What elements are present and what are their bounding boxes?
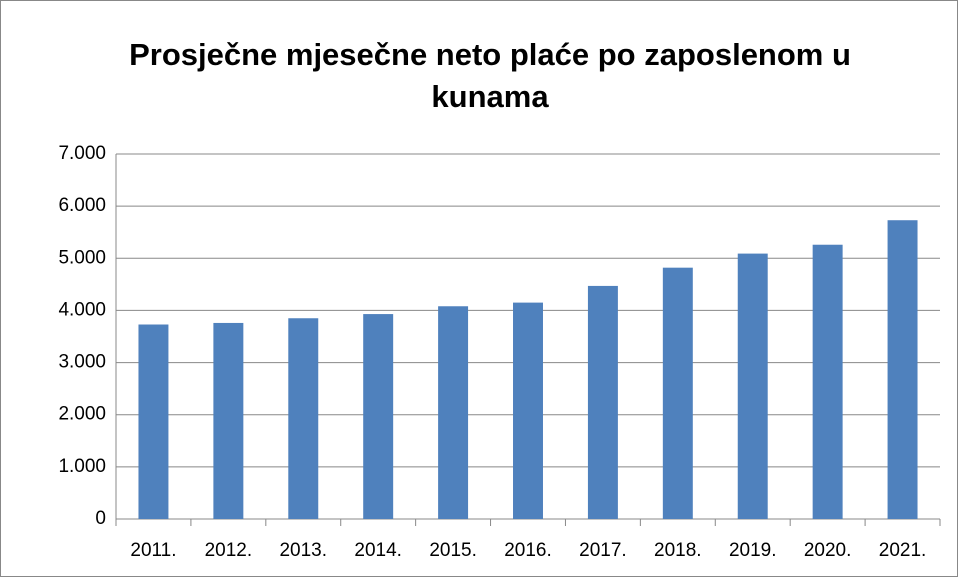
bar xyxy=(737,253,768,520)
bar xyxy=(887,220,918,519)
bar xyxy=(587,285,618,519)
x-tick-label: 2012. xyxy=(205,540,253,561)
bar xyxy=(138,324,169,519)
x-tick-label: 2018. xyxy=(654,540,702,561)
y-tick-label: 0 xyxy=(95,508,106,529)
x-tick-label: 2017. xyxy=(579,540,627,561)
x-tick-label: 2021. xyxy=(879,540,927,561)
y-tick-label: 7.000 xyxy=(58,143,106,164)
x-tick-label: 2020. xyxy=(804,540,852,561)
y-tick-label: 6.000 xyxy=(58,195,106,216)
x-tick-label: 2013. xyxy=(279,540,327,561)
bar xyxy=(513,302,543,519)
y-tick-label: 3.000 xyxy=(58,352,106,373)
x-tick-label: 2011. xyxy=(130,540,176,561)
x-tick-label: 2015. xyxy=(429,540,477,561)
bar xyxy=(213,322,244,519)
x-tick-label: 2019. xyxy=(729,540,777,561)
y-tick-label: 5.000 xyxy=(58,247,106,268)
chart-title: Prosječne mjesečne neto plaće po zaposle… xyxy=(129,37,851,114)
bar xyxy=(662,267,693,519)
bar xyxy=(812,244,843,519)
y-tick-label: 2.000 xyxy=(58,404,106,425)
y-tick-label: 4.000 xyxy=(58,299,106,320)
y-tick-label: 1.000 xyxy=(58,456,106,477)
bar xyxy=(288,318,319,519)
bar xyxy=(438,306,469,519)
x-tick-label: 2016. xyxy=(504,540,552,561)
x-tick-label: 2014. xyxy=(354,540,402,561)
bar xyxy=(363,314,394,519)
